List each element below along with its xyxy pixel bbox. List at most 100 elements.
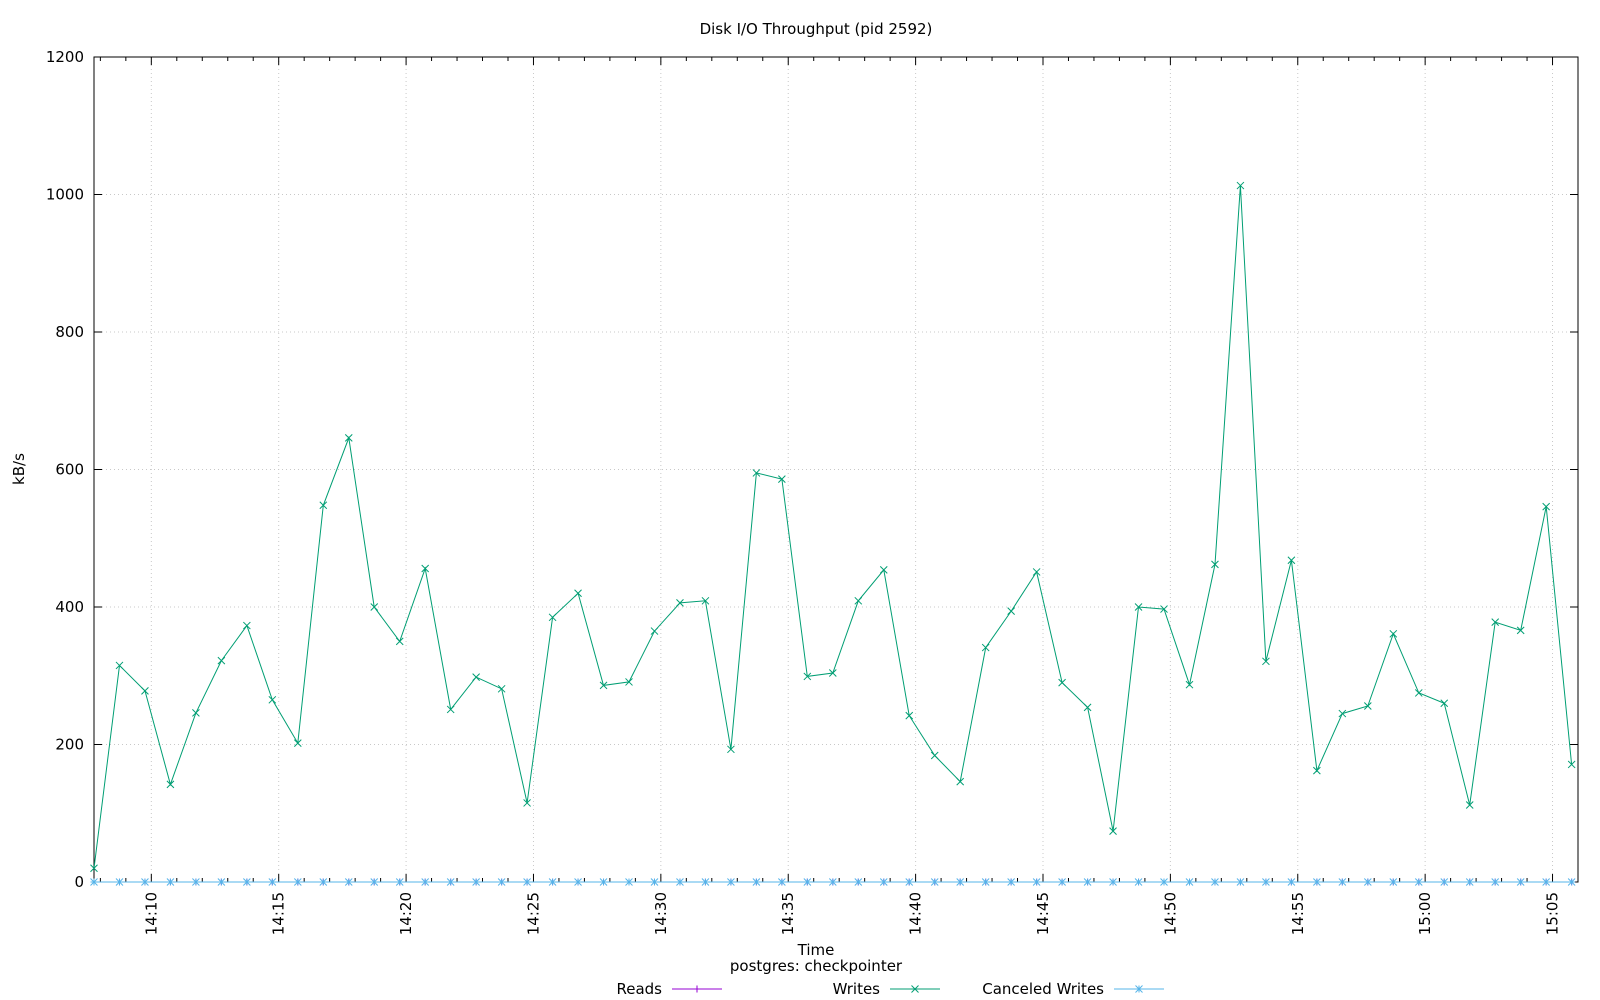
y-tick-label: 800 (55, 323, 84, 341)
data-point (625, 878, 633, 886)
x-tick-label: 14:40 (907, 892, 925, 935)
data-point (497, 878, 506, 886)
data-point (1236, 878, 1245, 886)
series-group (90, 181, 1576, 886)
data-point (141, 878, 149, 886)
data-point (803, 878, 812, 886)
data-point (956, 878, 965, 886)
data-point (1414, 878, 1423, 886)
data-point (1542, 502, 1551, 511)
data-point (268, 695, 277, 704)
data-point (90, 864, 98, 873)
data-point (1262, 878, 1270, 886)
data-point (1160, 878, 1168, 886)
data-point (446, 878, 455, 886)
data-point (548, 613, 557, 622)
series-writes (90, 181, 1576, 873)
data-point (1262, 657, 1270, 666)
data-point (192, 878, 200, 886)
data-point (1185, 878, 1194, 886)
data-point (599, 878, 608, 886)
data-point (344, 434, 353, 442)
y-tick-label: 1000 (46, 186, 84, 204)
series-line (93, 185, 1573, 869)
data-point (1542, 878, 1551, 886)
data-point (1363, 878, 1372, 886)
data-point (1465, 801, 1474, 809)
data-point (319, 501, 328, 510)
data-point (1389, 878, 1398, 886)
data-point (1363, 702, 1372, 710)
legend-item: Reads (616, 980, 722, 998)
data-point (828, 669, 837, 677)
data-point (1032, 878, 1041, 886)
data-point (752, 878, 761, 886)
x-tick-label: 15:05 (1544, 892, 1562, 935)
data-point (1134, 878, 1143, 886)
data-point (1338, 709, 1347, 718)
data-point (1134, 603, 1143, 611)
grid (94, 57, 1578, 882)
axes: 0 200 400 600 800 1000 1200 14:10 14:15 14:20 14:2… (46, 48, 1579, 935)
legend: Reads Writes Canceled Writes (616, 980, 1164, 998)
data-point (701, 596, 710, 605)
data-point (293, 878, 302, 886)
plot-border (93, 56, 1579, 883)
data-point (1058, 878, 1066, 886)
x-tick-label: 14:55 (1289, 892, 1307, 935)
data-point (243, 621, 251, 630)
legend-item: Writes (833, 980, 940, 998)
data-point (930, 751, 939, 760)
data-point (1007, 878, 1016, 886)
data-point (115, 878, 124, 886)
data-point (1185, 680, 1194, 689)
data-point (268, 878, 277, 886)
legend-label: Writes (833, 980, 881, 998)
x-tick-label: 14:25 (524, 892, 542, 935)
x-tick-label: 14:15 (270, 892, 288, 935)
data-point (192, 709, 200, 717)
data-point (1440, 699, 1449, 708)
data-point (1032, 568, 1041, 576)
data-point (1287, 878, 1296, 886)
data-point (523, 799, 531, 807)
legend-marker (693, 985, 701, 993)
data-point (676, 599, 684, 607)
data-point (319, 878, 328, 886)
data-point (727, 878, 735, 886)
data-point (166, 878, 175, 886)
y-tick-label: 400 (55, 598, 84, 616)
x-tick-label: 14:10 (142, 892, 160, 935)
x-tick-label: 14:30 (652, 892, 670, 935)
data-point (727, 745, 735, 754)
data-point (650, 627, 659, 635)
x-tick-label: 14:20 (397, 892, 415, 935)
chart-title: Disk I/O Throughput (pid 2592) (700, 20, 933, 38)
data-point (828, 878, 837, 886)
data-point (217, 878, 226, 886)
data-point (905, 878, 914, 886)
x-tick-label: 14:45 (1034, 892, 1052, 935)
data-point (1465, 878, 1474, 886)
data-point (1491, 618, 1500, 626)
y-tick-label: 200 (55, 736, 84, 754)
data-point (421, 564, 430, 573)
data-point (1414, 689, 1423, 697)
data-point (1211, 878, 1219, 886)
data-point (879, 566, 888, 574)
data-point (472, 673, 480, 681)
data-point (446, 705, 455, 714)
data-point (981, 878, 990, 886)
chart-subtitle: postgres: checkpointer (730, 957, 903, 975)
legend-item: Canceled Writes (982, 980, 1164, 998)
data-point (421, 878, 430, 886)
data-point (1440, 878, 1449, 886)
data-point (650, 878, 659, 886)
data-point (625, 678, 633, 686)
data-point (854, 878, 863, 886)
data-point (115, 661, 124, 670)
data-point (166, 780, 175, 789)
data-point (1211, 560, 1219, 569)
data-point (1083, 878, 1092, 886)
data-point (854, 596, 863, 605)
